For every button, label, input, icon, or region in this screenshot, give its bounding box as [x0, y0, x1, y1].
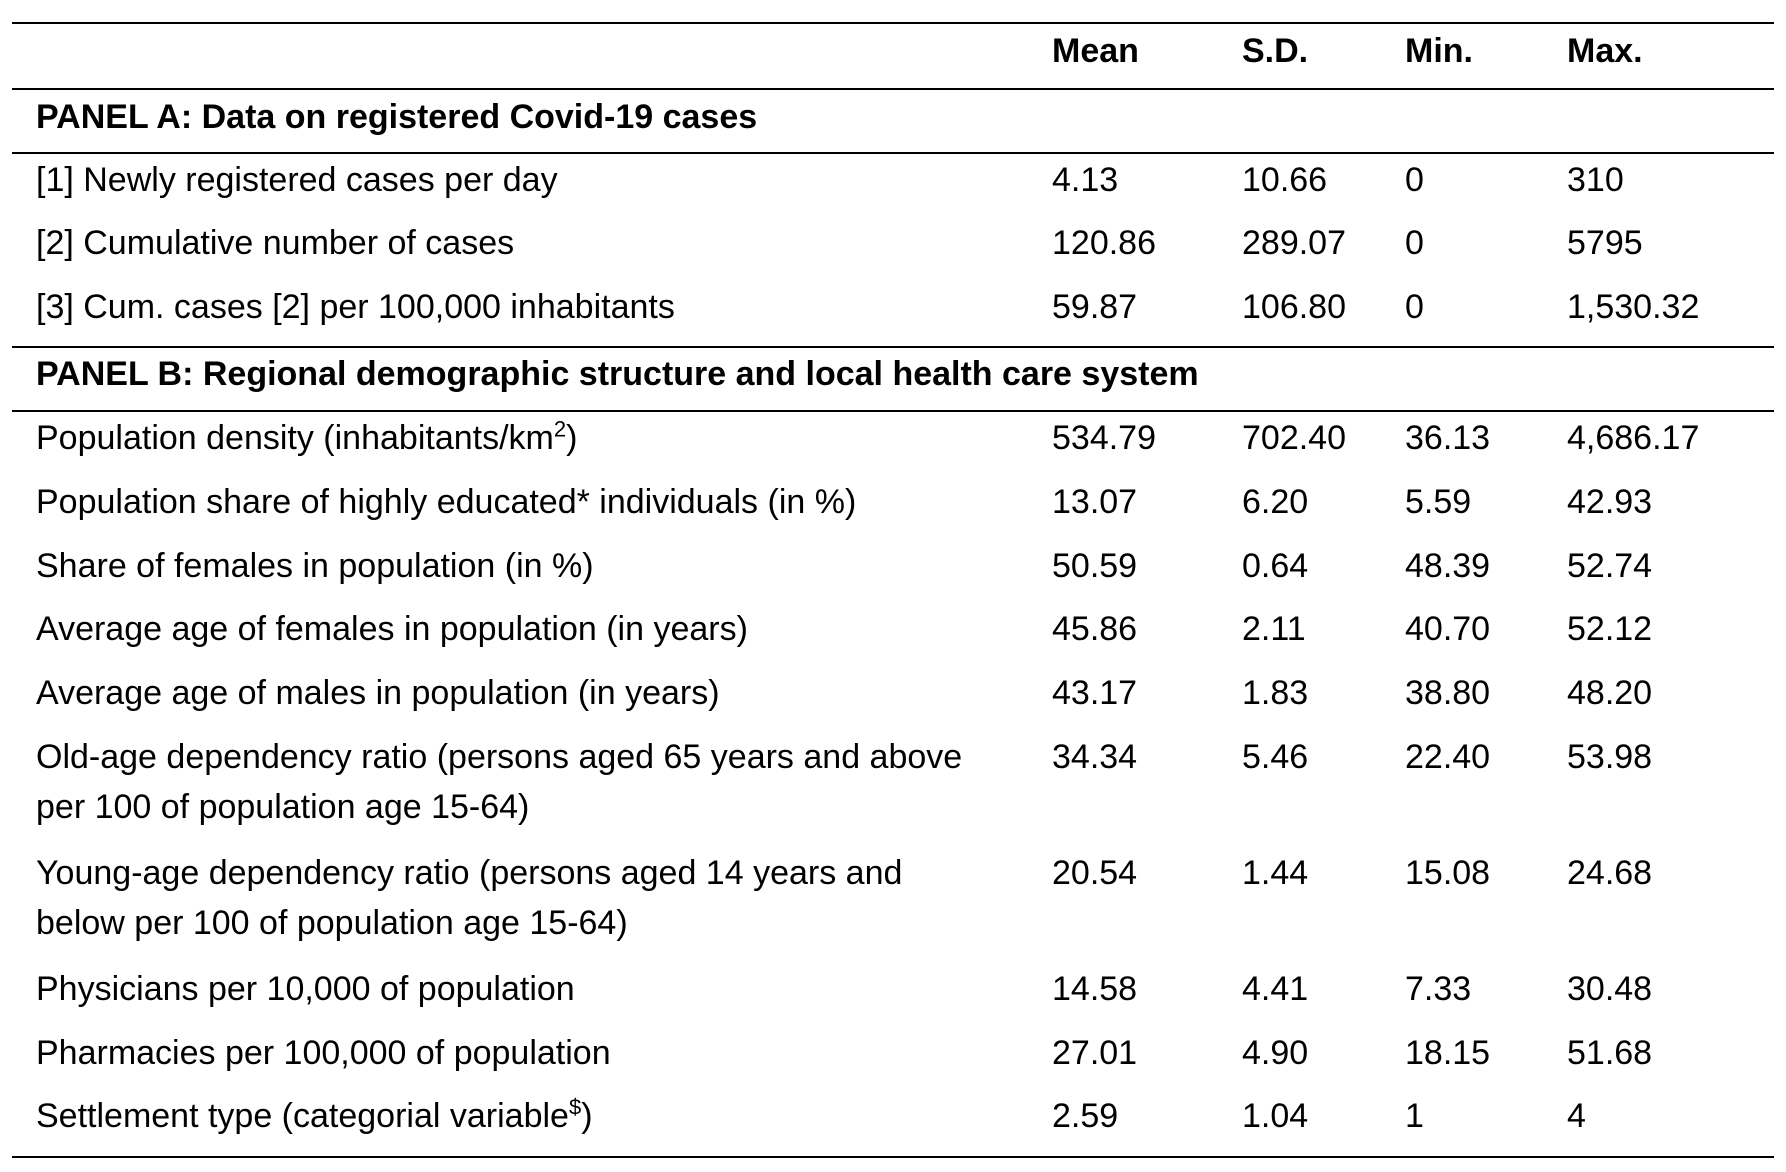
cell-mean: 45.86 — [1052, 604, 1137, 654]
row-label: Pharmacies per 100,000 of population — [36, 1028, 611, 1078]
panel-a-title-rule — [12, 152, 1774, 154]
cell-min: 0 — [1405, 155, 1424, 205]
cell-min: 5.59 — [1405, 477, 1471, 527]
header-sd: S.D. — [1242, 26, 1308, 76]
cell-mean: 20.54 — [1052, 848, 1137, 898]
panel-b-title-rule — [12, 410, 1774, 412]
header-mean: Mean — [1052, 26, 1139, 76]
cell-min: 15.08 — [1405, 848, 1490, 898]
cell-sd: 702.40 — [1242, 413, 1346, 463]
cell-sd: 1.83 — [1242, 668, 1308, 718]
table-top-rule — [12, 22, 1774, 24]
row-label: [3] Cum. cases [2] per 100,000 inhabitan… — [36, 282, 675, 332]
cell-sd: 106.80 — [1242, 282, 1346, 332]
cell-mean: 27.01 — [1052, 1028, 1137, 1078]
cell-min: 18.15 — [1405, 1028, 1490, 1078]
cell-sd: 4.90 — [1242, 1028, 1308, 1078]
panel-b-title: PANEL B: Regional demographic structure … — [36, 349, 1199, 399]
cell-mean: 4.13 — [1052, 155, 1118, 205]
cell-max: 310 — [1567, 155, 1624, 205]
row-label: Average age of females in population (in… — [36, 604, 748, 654]
cell-mean: 43.17 — [1052, 668, 1137, 718]
header-min: Min. — [1405, 26, 1473, 76]
row-label: Old-age dependency ratio (persons aged 6… — [36, 732, 996, 832]
panel-a-bottom-rule — [12, 346, 1774, 348]
cell-max: 52.12 — [1567, 604, 1652, 654]
row-label: [2] Cumulative number of cases — [36, 218, 514, 268]
cell-max: 4 — [1567, 1091, 1586, 1141]
cell-sd: 1.04 — [1242, 1091, 1308, 1141]
row-label: Average age of males in population (in y… — [36, 668, 720, 718]
table-bottom-rule — [12, 1156, 1774, 1158]
cell-max: 51.68 — [1567, 1028, 1652, 1078]
cell-min: 7.33 — [1405, 964, 1471, 1014]
cell-mean: 2.59 — [1052, 1091, 1118, 1141]
cell-max: 5795 — [1567, 218, 1643, 268]
cell-min: 0 — [1405, 218, 1424, 268]
row-label: Share of females in population (in %) — [36, 541, 594, 591]
cell-mean: 50.59 — [1052, 541, 1137, 591]
cell-mean: 14.58 — [1052, 964, 1137, 1014]
row-label: Population share of highly educated* ind… — [36, 477, 856, 527]
cell-mean: 34.34 — [1052, 732, 1137, 782]
row-label: Population density (inhabitants/km2) — [36, 413, 577, 463]
cell-mean: 534.79 — [1052, 413, 1156, 463]
cell-max: 1,530.32 — [1567, 282, 1699, 332]
cell-sd: 289.07 — [1242, 218, 1346, 268]
cell-max: 42.93 — [1567, 477, 1652, 527]
cell-sd: 6.20 — [1242, 477, 1308, 527]
panel-a-title: PANEL A: Data on registered Covid-19 cas… — [36, 92, 757, 142]
cell-min: 36.13 — [1405, 413, 1490, 463]
header-rule — [12, 88, 1774, 90]
cell-max: 52.74 — [1567, 541, 1652, 591]
cell-mean: 120.86 — [1052, 218, 1156, 268]
row-label: Settlement type (categorial variable$) — [36, 1091, 593, 1141]
cell-sd: 4.41 — [1242, 964, 1308, 1014]
cell-max: 24.68 — [1567, 848, 1652, 898]
cell-min: 1 — [1405, 1091, 1424, 1141]
cell-max: 53.98 — [1567, 732, 1652, 782]
cell-mean: 13.07 — [1052, 477, 1137, 527]
cell-mean: 59.87 — [1052, 282, 1137, 332]
cell-sd: 0.64 — [1242, 541, 1308, 591]
row-label: Young-age dependency ratio (persons aged… — [36, 848, 996, 948]
cell-min: 38.80 — [1405, 668, 1490, 718]
row-label: [1] Newly registered cases per day — [36, 155, 558, 205]
cell-max: 30.48 — [1567, 964, 1652, 1014]
cell-min: 48.39 — [1405, 541, 1490, 591]
cell-min: 22.40 — [1405, 732, 1490, 782]
cell-sd: 2.11 — [1242, 604, 1306, 654]
cell-max: 48.20 — [1567, 668, 1652, 718]
cell-min: 0 — [1405, 282, 1424, 332]
header-max: Max. — [1567, 26, 1643, 76]
superscript: $ — [569, 1095, 581, 1120]
cell-sd: 1.44 — [1242, 848, 1308, 898]
row-label: Physicians per 10,000 of population — [36, 964, 575, 1014]
cell-min: 40.70 — [1405, 604, 1490, 654]
cell-max: 4,686.17 — [1567, 413, 1699, 463]
superscript: 2 — [554, 417, 566, 442]
cell-sd: 10.66 — [1242, 155, 1327, 205]
cell-sd: 5.46 — [1242, 732, 1308, 782]
